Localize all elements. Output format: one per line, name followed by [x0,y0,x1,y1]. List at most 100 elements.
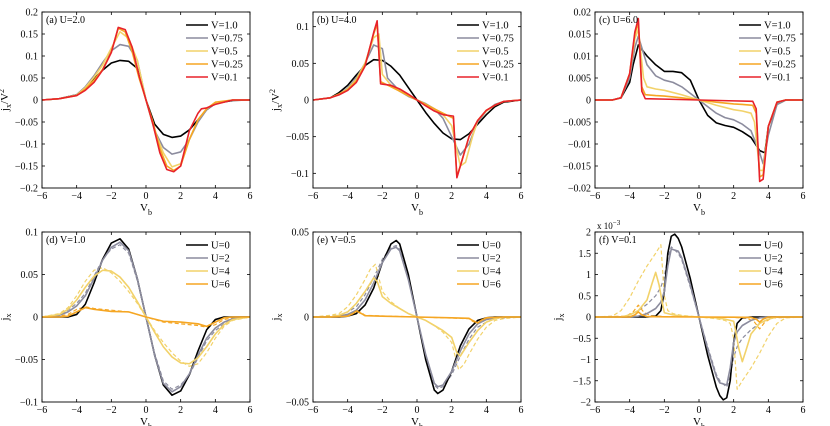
plot-frame [41,231,251,403]
y-tick-label: 0 [304,313,309,324]
legend-label: V=1.0 [764,21,791,32]
panel-title: (a) U=2.0 [46,15,85,26]
x-tick-label: −2 [377,191,388,202]
x-axis-label: Vb [411,416,423,426]
x-tick-label: 6 [248,405,253,416]
y-tick-label: −0.2 [20,184,38,195]
y-tick-label: −0.02 [568,184,591,195]
panel-3: −6 −4 −2 0 2 4 6 −0.1 −0.05 0 0.05 0.1 (d) V=1.0 U=0 U… [0,228,253,426]
legend-label: U=6 [211,280,230,291]
y-tick-label: −1 [580,355,591,366]
x-tick-label: 0 [697,191,702,202]
plot-frame [312,11,522,189]
legend-label: U=0 [482,241,501,252]
panel-title: (e) V=0.5 [317,235,356,246]
series-line [313,20,521,179]
x-tick-label: −6 [37,405,48,416]
y-axis-label: jx/V2 [0,89,13,112]
y-tick-label: 0 [586,96,591,107]
x-tick-label: 0 [415,405,420,416]
x-tick-label: −4 [342,191,353,202]
x-tick-label: 0 [144,405,149,416]
x-tick-label: −6 [590,405,601,416]
y-tick-label: −0.015 [563,162,591,173]
legend-label: U=4 [482,267,502,278]
y-tick-label: 0.05 [21,270,39,281]
legend-label: V=1.0 [482,21,509,32]
y-axis-label: jx [0,313,13,321]
legend-label: U=6 [764,280,783,291]
legend-label: U=2 [764,254,783,265]
y-tick-label: −0.05 [286,132,309,143]
y-tick-label: −0.5 [573,334,591,345]
x-tick-label: 0 [144,191,149,202]
series-line [42,306,250,328]
x-tick-label: −4 [624,191,635,202]
legend-label: V=0.75 [764,34,796,45]
legend-label: V=0.25 [211,60,243,71]
legend-label: V=0.1 [482,73,509,84]
panel-title: (d) V=1.0 [46,235,85,246]
y-tick-label: 0 [586,313,591,324]
x-tick-label: 6 [801,405,806,416]
plot-frame [594,231,804,403]
y-tick-label: −0.05 [15,118,38,129]
panel-0: −6 −4 −2 0 2 4 6 −0.2 −0.15 −0.1 −0.05 0 0.05 0.1 0.15… [0,8,253,218]
x-tick-label: 2 [449,191,454,202]
x-tick-label: 6 [248,191,253,202]
y-tick-label: −0.05 [286,398,309,409]
legend-label: U=6 [482,280,501,291]
panel-5: −6 −4 −2 0 2 4 6 −2 −1.5 −1 −0.5 0 0.5 1 1.5 2 (f) V=0.1… [552,219,806,426]
series-line [42,26,250,173]
x-tick-label: 6 [519,191,524,202]
x-tick-label: −6 [308,191,319,202]
y-axis-label: jx/V2 [268,89,284,112]
x-tick-label: 2 [731,191,736,202]
x-tick-label: 0 [415,191,420,202]
x-tick-label: 6 [519,405,524,416]
y-tick-label: 0.05 [292,228,310,239]
legend-label: V=0.5 [482,47,509,58]
y-tick-label: −0.1 [291,169,309,180]
x-tick-label: 2 [449,405,454,416]
legend-label: V=0.25 [482,60,514,71]
legend-label: U=0 [764,241,783,252]
y-tick-label: 0.1 [297,22,310,33]
legend-label: U=4 [211,267,231,278]
y-axis-label: jx [270,313,284,321]
y-tick-label: 0 [33,96,38,107]
x-tick-label: 6 [801,191,806,202]
legend-label: U=0 [211,241,230,252]
x-tick-label: −6 [590,191,601,202]
x-tick-label: 4 [213,405,218,416]
legend-label: U=2 [482,254,501,265]
y-tick-label: −0.1 [20,398,38,409]
legend-label: V=0.5 [211,47,238,58]
plot-frame [41,11,251,189]
x-tick-label: 4 [484,191,489,202]
legend-label: V=0.5 [764,47,791,58]
panel-1: −6 −4 −2 0 2 4 6 −0.1 −0.05 0 0.05 0.1 (b) U=4.0 V=1.… [268,11,524,217]
x-tick-label: −6 [308,405,319,416]
series-line [595,311,803,323]
x-tick-label: 4 [213,191,218,202]
x-tick-label: −4 [342,405,353,416]
y-tick-label: 1.5 [579,249,592,260]
y-axis-label: jx [552,313,566,321]
x-tick-label: −2 [106,405,117,416]
legend-label: V=0.1 [764,73,791,84]
x-axis-label: Vb [693,202,705,217]
x-tick-label: 4 [484,405,489,416]
y-tick-label: −0.1 [20,140,38,151]
legend-label: U=4 [764,267,784,278]
series-line-dashed [313,263,521,371]
y-tick-label: −2 [580,398,591,409]
y-tick-label: 1 [586,270,591,281]
y-tick-label: −1.5 [573,376,591,387]
y-tick-label: 0.2 [26,8,39,19]
x-tick-label: −2 [106,191,117,202]
panel-title: (f) V=0.1 [599,235,637,246]
legend-label: U=2 [211,254,230,265]
y-multiplier: x 10−3 [597,219,621,231]
